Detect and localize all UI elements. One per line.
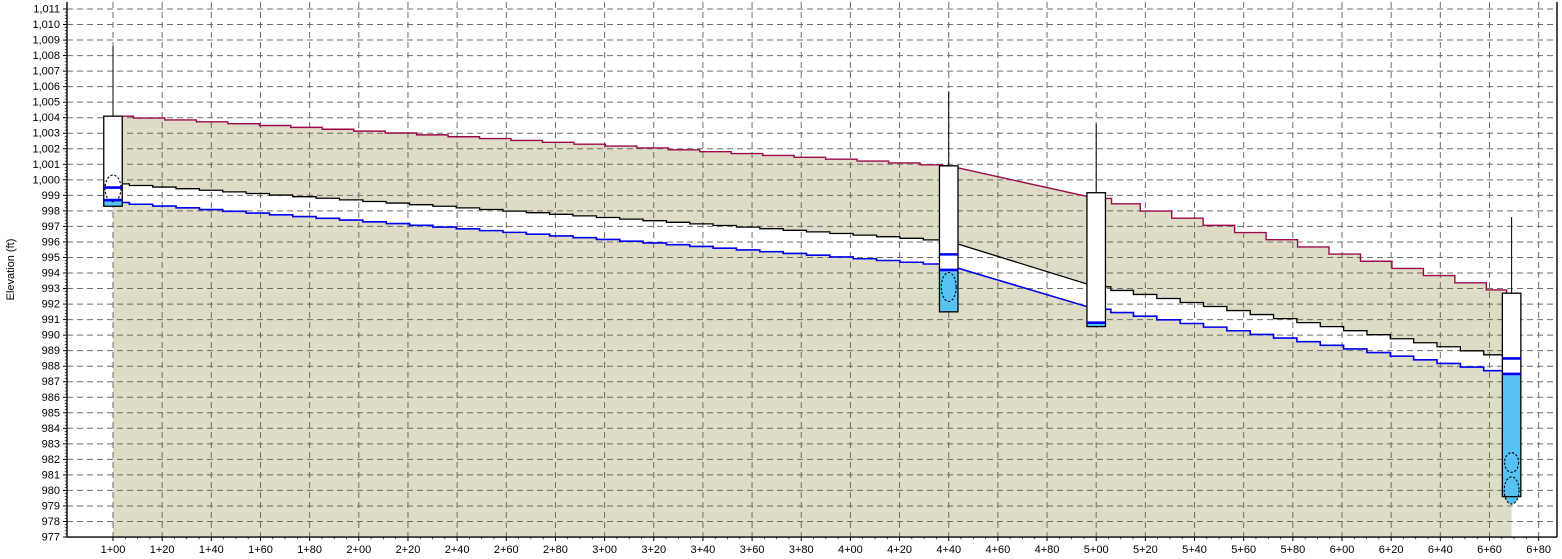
svg-text:2+40: 2+40 bbox=[445, 544, 470, 556]
svg-text:3+40: 3+40 bbox=[691, 544, 716, 556]
svg-text:4+80: 4+80 bbox=[1035, 544, 1060, 556]
svg-text:6+40: 6+40 bbox=[1428, 544, 1453, 556]
svg-text:1+00: 1+00 bbox=[101, 544, 126, 556]
svg-text:6+60: 6+60 bbox=[1477, 544, 1502, 556]
svg-text:5+80: 5+80 bbox=[1280, 544, 1305, 556]
svg-text:990: 990 bbox=[42, 330, 60, 342]
svg-text:1,005: 1,005 bbox=[32, 97, 60, 109]
svg-text:985: 985 bbox=[42, 407, 60, 419]
svg-text:1,000: 1,000 bbox=[32, 174, 60, 186]
svg-text:6+80: 6+80 bbox=[1526, 544, 1551, 556]
svg-text:2+00: 2+00 bbox=[346, 544, 371, 556]
svg-text:1+20: 1+20 bbox=[150, 544, 175, 556]
svg-text:2+80: 2+80 bbox=[543, 544, 568, 556]
svg-text:1,009: 1,009 bbox=[32, 35, 60, 47]
svg-text:1,011: 1,011 bbox=[33, 4, 60, 16]
svg-text:1,007: 1,007 bbox=[32, 66, 60, 78]
svg-text:991: 991 bbox=[42, 314, 60, 326]
svg-text:5+60: 5+60 bbox=[1231, 544, 1256, 556]
svg-text:1+40: 1+40 bbox=[199, 544, 224, 556]
svg-text:1,010: 1,010 bbox=[32, 19, 60, 31]
svg-text:Elevation (ft): Elevation (ft) bbox=[5, 239, 17, 301]
svg-text:1+80: 1+80 bbox=[297, 544, 322, 556]
svg-text:4+00: 4+00 bbox=[838, 544, 863, 556]
svg-text:986: 986 bbox=[42, 392, 60, 404]
svg-text:4+40: 4+40 bbox=[936, 544, 961, 556]
svg-text:995: 995 bbox=[42, 252, 60, 264]
svg-text:1,004: 1,004 bbox=[32, 112, 60, 124]
svg-text:978: 978 bbox=[42, 516, 60, 528]
svg-text:980: 980 bbox=[42, 485, 60, 497]
svg-text:3+60: 3+60 bbox=[740, 544, 765, 556]
svg-text:999: 999 bbox=[42, 190, 60, 202]
svg-text:977: 977 bbox=[42, 532, 60, 544]
svg-text:3+20: 3+20 bbox=[641, 544, 666, 556]
svg-text:993: 993 bbox=[42, 283, 60, 295]
svg-text:5+20: 5+20 bbox=[1133, 544, 1158, 556]
svg-text:982: 982 bbox=[42, 454, 60, 466]
svg-text:987: 987 bbox=[42, 376, 60, 388]
svg-text:1,006: 1,006 bbox=[32, 81, 60, 93]
svg-text:1,001: 1,001 bbox=[32, 159, 60, 171]
svg-text:994: 994 bbox=[42, 268, 60, 280]
svg-text:1+60: 1+60 bbox=[248, 544, 273, 556]
svg-text:1,002: 1,002 bbox=[32, 143, 60, 155]
svg-text:992: 992 bbox=[42, 299, 60, 311]
svg-text:996: 996 bbox=[42, 236, 60, 248]
svg-text:2+60: 2+60 bbox=[494, 544, 519, 556]
svg-text:998: 998 bbox=[42, 205, 60, 217]
svg-text:6+20: 6+20 bbox=[1379, 544, 1404, 556]
svg-text:983: 983 bbox=[42, 438, 60, 450]
svg-text:3+00: 3+00 bbox=[592, 544, 617, 556]
svg-text:4+60: 4+60 bbox=[985, 544, 1010, 556]
svg-text:984: 984 bbox=[42, 423, 60, 435]
svg-text:997: 997 bbox=[42, 221, 60, 233]
svg-text:988: 988 bbox=[42, 361, 60, 373]
svg-text:3+80: 3+80 bbox=[789, 544, 814, 556]
svg-text:1,003: 1,003 bbox=[32, 128, 60, 140]
svg-text:979: 979 bbox=[42, 500, 60, 512]
svg-text:1,008: 1,008 bbox=[32, 50, 60, 62]
svg-text:4+20: 4+20 bbox=[887, 544, 912, 556]
svg-text:5+40: 5+40 bbox=[1182, 544, 1207, 556]
svg-text:6+00: 6+00 bbox=[1330, 544, 1355, 556]
svg-text:2+20: 2+20 bbox=[396, 544, 421, 556]
svg-text:989: 989 bbox=[42, 345, 60, 357]
svg-text:5+00: 5+00 bbox=[1084, 544, 1109, 556]
svg-text:981: 981 bbox=[42, 469, 60, 481]
